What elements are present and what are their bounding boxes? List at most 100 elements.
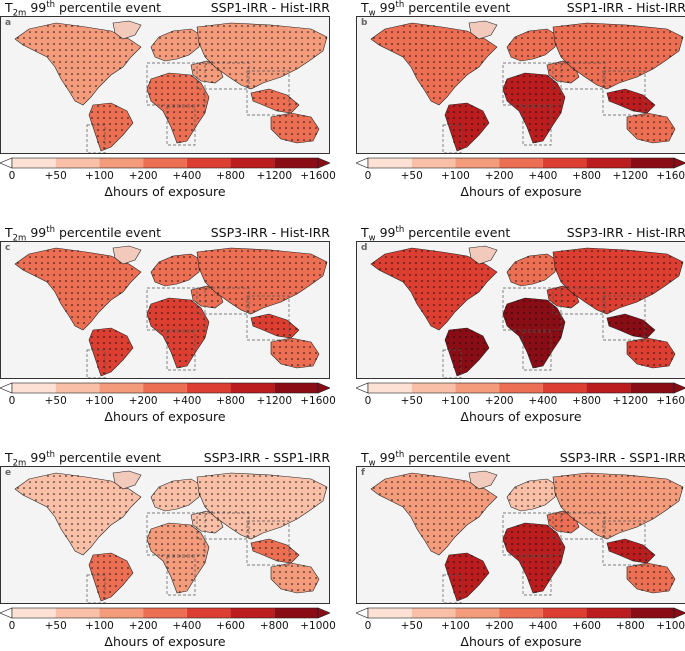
colorbar-segment <box>368 383 412 393</box>
colorbar-max-extend <box>673 382 685 394</box>
region-sea <box>250 313 300 339</box>
colorbar-segment <box>230 608 275 618</box>
colorbar-tick-label: +50 <box>400 170 423 182</box>
region-as <box>552 22 684 90</box>
colorbar-segment <box>55 383 100 393</box>
region-af <box>502 297 566 369</box>
colorbar-label: Δhours of exposure <box>104 634 226 649</box>
colorbar-segment <box>368 608 412 618</box>
colorbar-segment <box>274 608 318 618</box>
region-gr <box>468 245 498 265</box>
panel-title-scenario: SSP3-IRR - SSP1-IRR <box>559 450 685 465</box>
analysis-box <box>86 124 106 153</box>
stippling-na <box>373 25 489 99</box>
stippling-af <box>505 525 561 593</box>
stippling-sa <box>91 555 129 599</box>
colorbar-tick-label: +200 <box>484 620 514 632</box>
map-svg <box>14 20 328 153</box>
title-event-text: percentile event <box>54 225 162 241</box>
region-eu <box>506 253 558 287</box>
colorbar-tick-label: 0 <box>364 620 372 632</box>
analysis-box <box>86 349 106 378</box>
stippling-na <box>373 475 489 549</box>
colorbar-max-extend <box>673 607 685 619</box>
colorbar-tick-label: +800 <box>572 395 601 407</box>
title-percentile-superscript: th <box>46 0 55 10</box>
colorbar-segment <box>586 383 631 393</box>
region-sa <box>88 102 134 152</box>
stippling-sea <box>609 316 653 336</box>
colorbar-tick-label: +1200 <box>612 395 649 407</box>
stippling-au <box>273 115 317 141</box>
colorbar-tick-label: +200 <box>128 620 158 632</box>
stippling-sa <box>91 105 129 149</box>
title-event-text: percentile event <box>54 0 162 16</box>
title-variable-subscript: 2m <box>12 458 27 469</box>
world-map: b <box>356 16 685 154</box>
colorbar-tick-label: +400 <box>172 170 202 182</box>
colorbar-segment <box>12 608 56 618</box>
panel-title-scenario: SSP3-IRR - Hist-IRR <box>566 225 685 240</box>
panel-title-left: T2m 99th percentile event <box>5 450 161 469</box>
region-af <box>502 72 566 144</box>
colorbar-tick-label: +800 <box>259 620 289 632</box>
stippling-af <box>149 300 205 368</box>
colorbar-min-extend <box>356 382 369 394</box>
analysis-box <box>522 106 552 146</box>
colorbar-tick-label: +1600 <box>300 170 336 182</box>
title-percentile-superscript: th <box>395 450 405 460</box>
stippling-sea <box>609 541 653 561</box>
colorbar-ticks: 0 +50 +100 +200 +400 +800 +1200 +1600 <box>0 170 336 184</box>
colorbar-min-extend <box>0 607 13 619</box>
analysis-box <box>86 574 106 603</box>
stippling-sa <box>447 555 485 599</box>
title-percentile-superscript: th <box>395 0 405 10</box>
colorbar-segment <box>411 383 456 393</box>
analysis-box <box>442 124 462 153</box>
analysis-box <box>602 295 646 341</box>
stippling-me <box>549 63 575 83</box>
stippling-af <box>149 75 205 143</box>
colorbar-segment <box>55 608 100 618</box>
colorbar-segment <box>99 608 144 618</box>
panel-title-scenario: SSP3-IRR - Hist-IRR <box>210 225 330 240</box>
colorbar-label: Δhours of exposure <box>460 184 582 199</box>
region-sa <box>444 327 490 377</box>
region-gr <box>112 470 142 490</box>
map-panel-e: T2m 99th percentile event SSP3-IRR - SSP1… <box>0 450 336 650</box>
panel-letter: a <box>5 18 12 28</box>
stippling-as <box>555 25 683 87</box>
colorbar-segment <box>143 608 187 618</box>
colorbar-segment <box>186 608 231 618</box>
panel-title-left: Tw 99th percentile event <box>361 0 510 19</box>
colorbar-tick-label: +800 <box>216 395 245 407</box>
colorbar-segment <box>186 383 231 393</box>
colorbar-tick-label: +50 <box>400 620 423 632</box>
colorbar <box>356 607 685 619</box>
analysis-box <box>166 556 196 596</box>
stippling-as <box>555 250 683 312</box>
map-panel-c: T2m 99th percentile event SSP3-IRR - Hist… <box>0 225 336 425</box>
colorbar-segment <box>12 158 56 168</box>
analysis-box <box>552 62 606 90</box>
map-panel-d: Tw 99th percentile event SSP3-IRR - Hist-… <box>356 225 685 425</box>
colorbar-tick-label: +200 <box>484 170 514 182</box>
colorbar-tick-label: +400 <box>172 620 202 632</box>
colorbar-ticks: 0 +50 +100 +200 +400 +600 +800 +1000 <box>0 620 336 634</box>
analysis-box <box>552 287 606 315</box>
colorbar-segment <box>630 608 674 618</box>
panel-title-left: T2m 99th percentile event <box>5 0 161 19</box>
panel-title-left: Tw 99th percentile event <box>361 450 510 469</box>
title-percentile-superscript: th <box>46 450 55 460</box>
colorbar-segment <box>230 158 275 168</box>
colorbar-tick-label: +800 <box>615 620 645 632</box>
region-sa <box>444 102 490 152</box>
map-svg <box>14 470 328 603</box>
colorbar-tick-label: +1600 <box>300 395 336 407</box>
title-variable: T <box>361 225 369 241</box>
analysis-box <box>552 512 606 540</box>
colorbar-tick-label: +100 <box>85 620 114 632</box>
title-variable: T <box>361 450 369 466</box>
colorbar <box>356 382 685 394</box>
analysis-box <box>246 520 290 566</box>
